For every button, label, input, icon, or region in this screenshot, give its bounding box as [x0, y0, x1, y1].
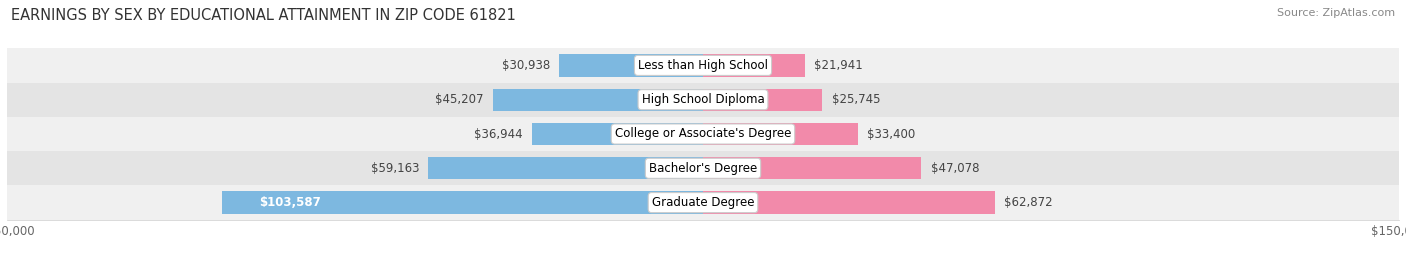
Bar — [703, 157, 921, 180]
Bar — [222, 191, 703, 214]
Text: High School Diploma: High School Diploma — [641, 93, 765, 106]
Text: $36,944: $36,944 — [474, 128, 522, 140]
Text: $62,872: $62,872 — [1004, 196, 1053, 209]
Text: $33,400: $33,400 — [868, 128, 915, 140]
Text: EARNINGS BY SEX BY EDUCATIONAL ATTAINMENT IN ZIP CODE 61821: EARNINGS BY SEX BY EDUCATIONAL ATTAINMEN… — [11, 8, 516, 23]
Text: $21,941: $21,941 — [814, 59, 863, 72]
Bar — [703, 123, 858, 145]
Bar — [531, 123, 703, 145]
Bar — [560, 54, 703, 77]
Text: $25,745: $25,745 — [832, 93, 880, 106]
Text: $59,163: $59,163 — [371, 162, 419, 175]
Text: Less than High School: Less than High School — [638, 59, 768, 72]
Bar — [703, 191, 994, 214]
Text: College or Associate's Degree: College or Associate's Degree — [614, 128, 792, 140]
Bar — [429, 157, 703, 180]
Text: $30,938: $30,938 — [502, 59, 550, 72]
Text: $45,207: $45,207 — [436, 93, 484, 106]
Bar — [703, 54, 804, 77]
Bar — [703, 88, 823, 111]
Text: Graduate Degree: Graduate Degree — [652, 196, 754, 209]
Bar — [7, 151, 1399, 185]
Text: Source: ZipAtlas.com: Source: ZipAtlas.com — [1277, 8, 1395, 18]
Bar — [7, 48, 1399, 83]
Bar — [494, 88, 703, 111]
Bar — [7, 83, 1399, 117]
Bar — [7, 117, 1399, 151]
Text: $47,078: $47,078 — [931, 162, 979, 175]
Text: $103,587: $103,587 — [260, 196, 321, 209]
Text: Bachelor's Degree: Bachelor's Degree — [650, 162, 756, 175]
Bar — [7, 185, 1399, 220]
